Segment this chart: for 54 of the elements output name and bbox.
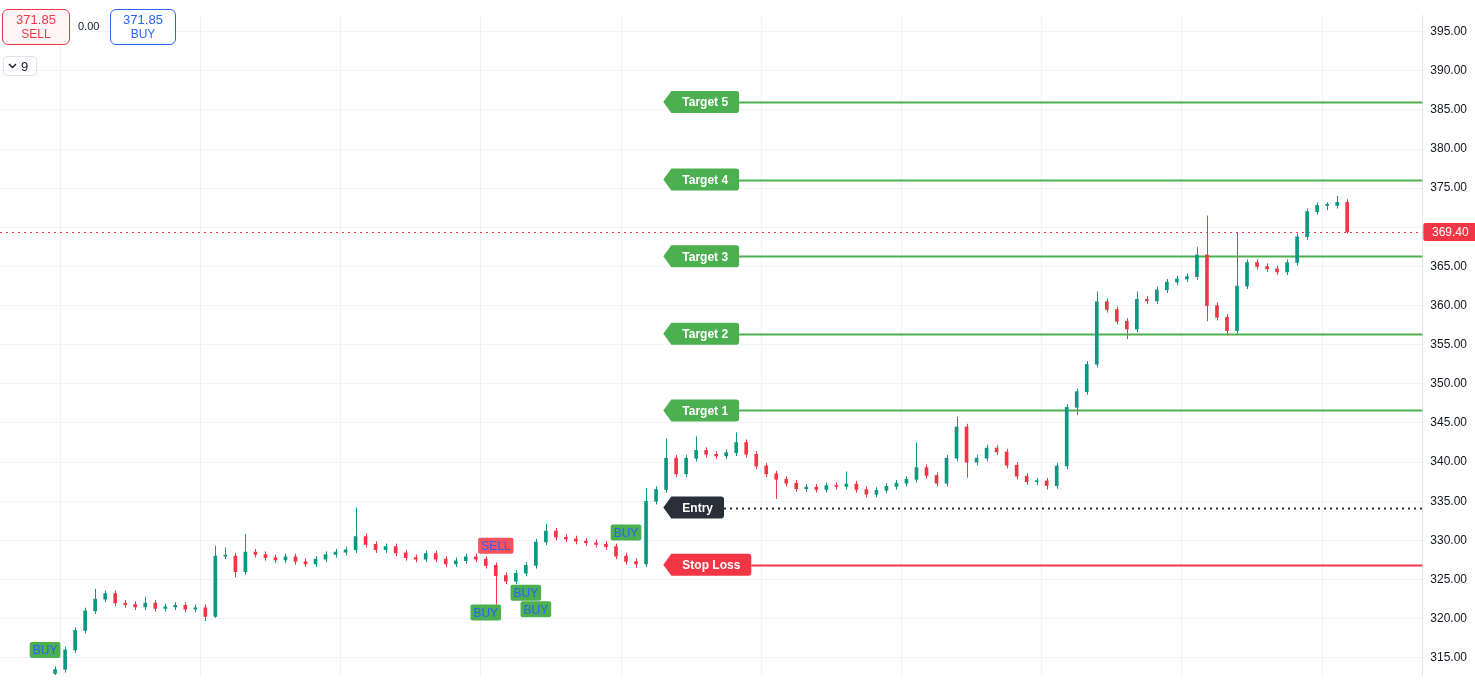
candlestick bbox=[493, 561, 498, 606]
y-tick-label: 390.00 bbox=[1430, 63, 1468, 78]
annotation: 371.85 bbox=[122, 12, 164, 27]
y-tick-label: 335.00 bbox=[1430, 493, 1468, 508]
ref-line-label: Target 4 bbox=[682, 172, 729, 187]
y-tick-label: 315.00 bbox=[1430, 650, 1468, 665]
y-tick-label: 380.00 bbox=[1430, 141, 1468, 156]
candlestick bbox=[684, 454, 688, 478]
annotation: 0.00 bbox=[78, 20, 100, 32]
y-tick-label: 395.00 bbox=[1430, 23, 1468, 38]
candlestick bbox=[754, 450, 759, 470]
candlestick bbox=[1195, 246, 1199, 281]
y-tick-label: 330.00 bbox=[1430, 532, 1468, 547]
y-tick-label: 355.00 bbox=[1430, 337, 1468, 352]
candlestick bbox=[63, 646, 67, 674]
buy-button: 371.85 BUY bbox=[110, 9, 176, 45]
y-tick-label: 360.00 bbox=[1430, 297, 1468, 312]
y-tick-label: 375.00 bbox=[1430, 180, 1468, 195]
y-tick-label: 345.00 bbox=[1430, 415, 1468, 430]
candlestick bbox=[93, 588, 97, 615]
y-tick-label: 325.00 bbox=[1430, 571, 1468, 586]
ref-line-label: Target 3 bbox=[682, 249, 729, 264]
candlestick bbox=[1225, 313, 1229, 336]
ref-line-label: Target 5 bbox=[682, 95, 729, 110]
candlestick bbox=[1054, 462, 1059, 490]
candlestick bbox=[744, 438, 749, 458]
candlestick bbox=[1114, 305, 1119, 325]
candlestick bbox=[544, 523, 548, 546]
dropdown: 9 bbox=[3, 56, 37, 76]
y-tick-label: 340.00 bbox=[1430, 454, 1468, 469]
y-tick-label: 385.00 bbox=[1430, 102, 1468, 117]
sell-button: 371.85 SELL bbox=[2, 9, 70, 45]
annotation: 9 bbox=[21, 58, 29, 74]
y-tick-label: 365.00 bbox=[1430, 258, 1468, 273]
ref-line-label: 369.40 bbox=[1431, 225, 1469, 240]
candlestick bbox=[73, 626, 77, 654]
candlestick bbox=[774, 470, 779, 500]
ref-line-label: Stop Loss bbox=[682, 557, 741, 572]
ref-line-label: Target 2 bbox=[682, 327, 729, 342]
annotation: 371.85 bbox=[15, 12, 57, 27]
candlestick bbox=[1215, 301, 1219, 321]
ref-line-label: Entry bbox=[682, 500, 714, 515]
candlestick bbox=[1124, 317, 1129, 340]
annotation: SELL bbox=[20, 27, 52, 42]
candlestick bbox=[694, 435, 698, 462]
y-tick-label: 350.00 bbox=[1430, 376, 1468, 391]
candlestick bbox=[734, 431, 739, 457]
y-tick-label: 320.00 bbox=[1430, 610, 1468, 625]
candlestick bbox=[654, 485, 658, 505]
candlestick bbox=[83, 607, 87, 635]
candlestick bbox=[1074, 388, 1079, 416]
ref-line-label: Target 1 bbox=[682, 403, 729, 418]
annotation: BUY bbox=[129, 27, 157, 42]
candlestick bbox=[674, 454, 678, 478]
